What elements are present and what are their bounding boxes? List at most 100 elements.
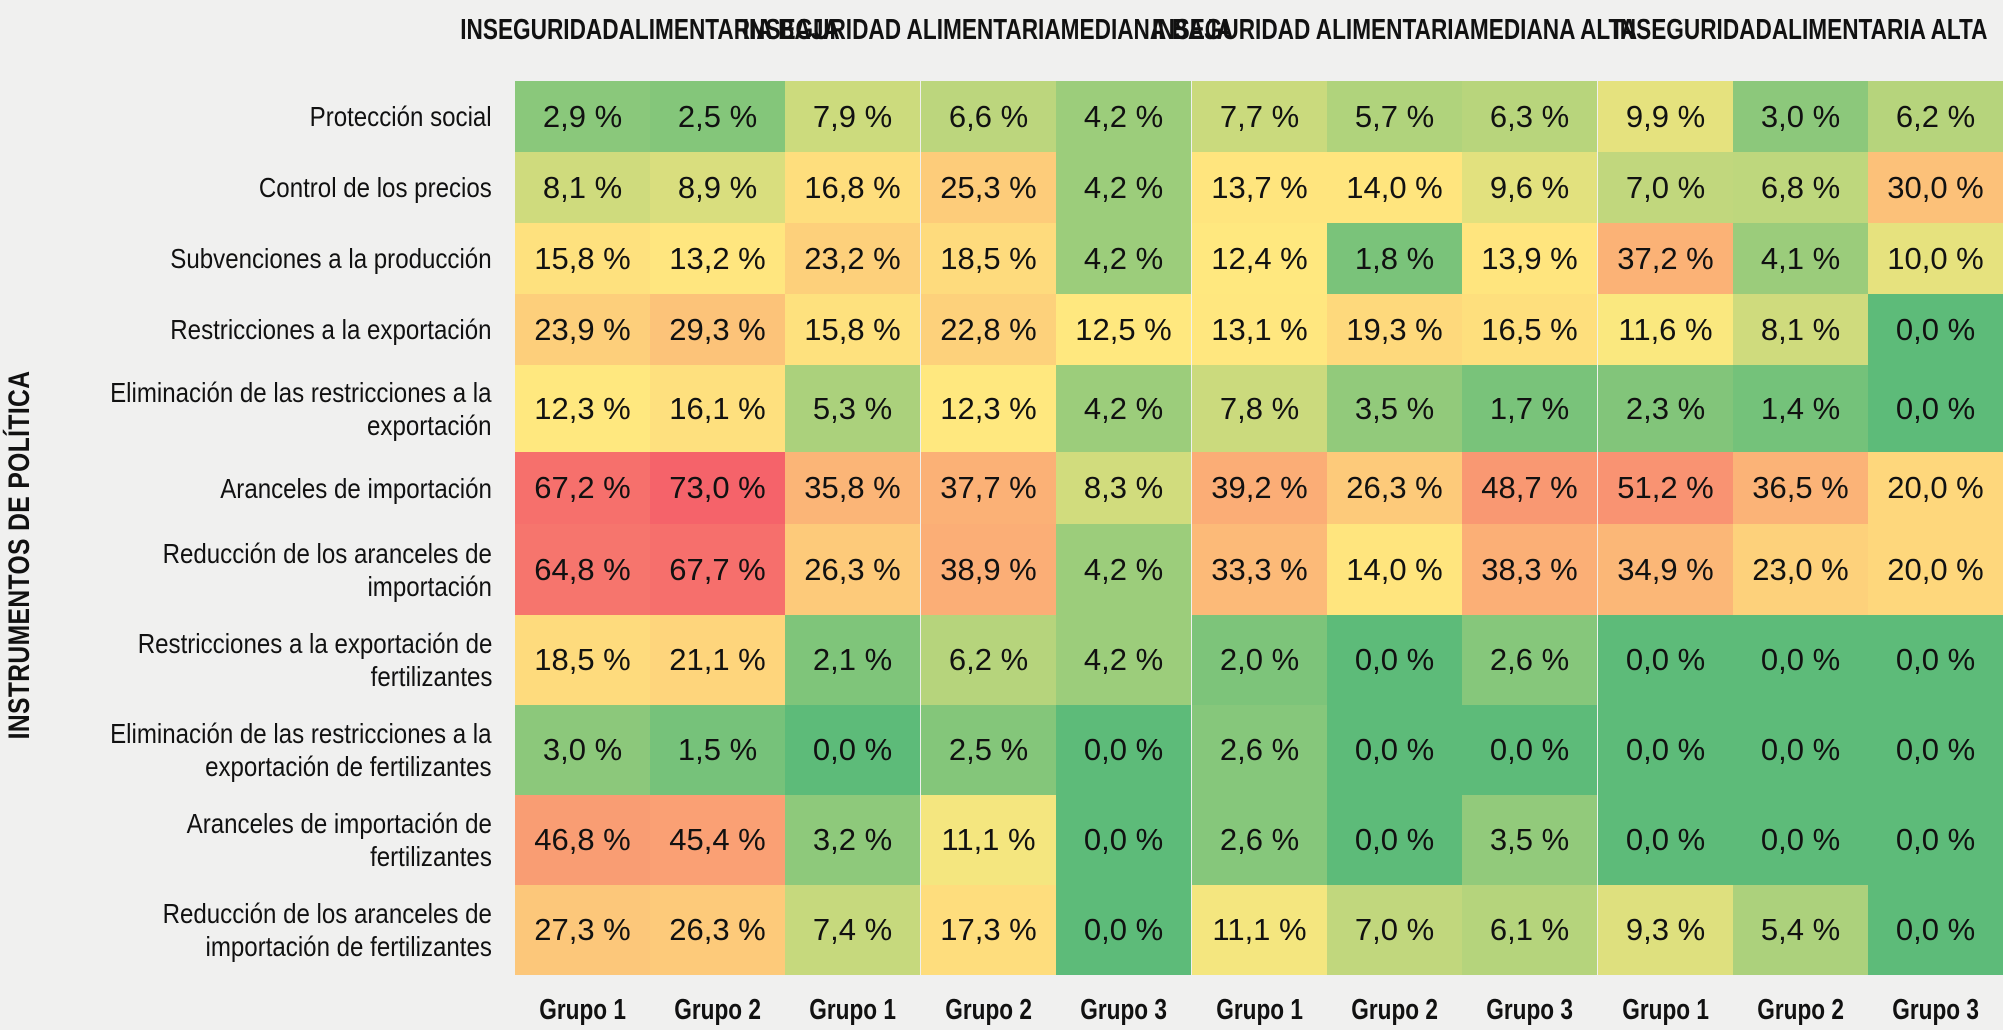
column-label: Grupo 3 xyxy=(1868,990,2003,1030)
cell-value: 2,6 % xyxy=(1219,822,1300,857)
cell-value: 18,5 % xyxy=(940,240,1037,276)
cell-value: 6,2 % xyxy=(948,642,1029,677)
heatmap-cell: 4,2 % xyxy=(1056,152,1191,223)
column-label-text: Grupo 2 xyxy=(945,993,1032,1026)
column-label: Grupo 3 xyxy=(1056,990,1191,1030)
row-label-text: Control de los precios xyxy=(259,172,492,203)
cell-value: 64,8 % xyxy=(534,551,631,587)
cell-value: 0,0 % xyxy=(1625,822,1706,857)
heatmap-cell: 0,0 % xyxy=(1598,795,1733,885)
column-label-text: Grupo 3 xyxy=(1486,993,1573,1026)
column-label-text: Grupo 2 xyxy=(1757,993,1844,1026)
cell-value: 0,0 % xyxy=(1895,390,1976,426)
group-header-line: INSEGURIDAD ALIMENTARIA xyxy=(1151,13,1470,46)
heatmap-cell: 37,7 % xyxy=(921,452,1056,524)
cell-value: 0,0 % xyxy=(1895,912,1976,947)
cell-value: 5,7 % xyxy=(1354,98,1435,134)
heatmap-cell: 1,8 % xyxy=(1327,223,1462,294)
heatmap-cell: 6,6 % xyxy=(921,81,1056,152)
heatmap-cell: 2,6 % xyxy=(1192,795,1327,885)
heatmap-cell: 0,0 % xyxy=(1327,705,1462,795)
row-label: Reducción de los aranceles de importación xyxy=(40,524,492,615)
cell-value: 15,8 % xyxy=(804,311,901,347)
heatmap-cell: 46,8 % xyxy=(515,795,650,885)
y-axis-title: INSTRUMENTOS DE POLÍTICA xyxy=(3,330,37,780)
cell-value: 46,8 % xyxy=(534,822,631,857)
heatmap-cell: 4,2 % xyxy=(1056,223,1191,294)
cell-value: 1,7 % xyxy=(1489,390,1570,426)
cell-value: 6,8 % xyxy=(1760,169,1841,205)
cell-value: 13,1 % xyxy=(1211,311,1308,347)
heatmap-cell: 0,0 % xyxy=(1733,705,1868,795)
group-header-line: MEDIANA BAJA xyxy=(1060,13,1234,46)
heatmap-cell: 0,0 % xyxy=(1733,615,1868,705)
cell-value: 23,0 % xyxy=(1752,551,1849,587)
heatmap-cell: 18,5 % xyxy=(515,615,650,705)
cell-value: 0,0 % xyxy=(1354,732,1435,767)
cell-value: 0,0 % xyxy=(1760,642,1841,677)
cell-value: 0,0 % xyxy=(1625,732,1706,767)
column-label-text: Grupo 1 xyxy=(1216,993,1303,1026)
cell-value: 4,2 % xyxy=(1083,169,1164,205)
heatmap-cell: 6,3 % xyxy=(1462,81,1597,152)
cell-value: 37,2 % xyxy=(1617,240,1714,276)
row-label-text: Aranceles de importación de fertilizantes xyxy=(186,808,492,872)
cell-value: 4,2 % xyxy=(1083,240,1164,276)
cell-value: 26,3 % xyxy=(669,912,766,947)
cell-value: 67,2 % xyxy=(534,470,631,505)
heatmap-cell: 4,2 % xyxy=(1056,524,1191,615)
heatmap-cell: 51,2 % xyxy=(1598,452,1733,524)
cell-value: 4,2 % xyxy=(1083,551,1164,587)
cell-value: 15,8 % xyxy=(534,240,631,276)
heatmap-cell: 2,3 % xyxy=(1598,365,1733,452)
row-label: Restricciones a la exportación xyxy=(40,294,492,365)
heatmap-cell: 48,7 % xyxy=(1462,452,1597,524)
cell-value: 0,0 % xyxy=(1895,822,1976,857)
cell-value: 10,0 % xyxy=(1887,240,1984,276)
heatmap-cell: 7,8 % xyxy=(1192,365,1327,452)
heatmap-cell: 73,0 % xyxy=(650,452,785,524)
heatmap-cell: 4,2 % xyxy=(1056,81,1191,152)
column-label: Grupo 1 xyxy=(515,990,650,1030)
cell-value: 25,3 % xyxy=(940,169,1037,205)
row-label-text: Reducción de los aranceles de importación xyxy=(162,537,492,602)
cell-value: 23,9 % xyxy=(534,311,631,347)
cell-value: 5,3 % xyxy=(812,390,893,426)
heatmap-cell: 9,6 % xyxy=(1462,152,1597,223)
cell-value: 3,0 % xyxy=(1760,98,1841,134)
heatmap-cell: 8,1 % xyxy=(1733,294,1868,365)
heatmap-cell: 7,9 % xyxy=(785,81,920,152)
heatmap-cell: 27,3 % xyxy=(515,885,650,975)
heatmap-cell: 26,3 % xyxy=(1327,452,1462,524)
heatmap-cell: 23,2 % xyxy=(785,223,920,294)
row-label-text: Protección social xyxy=(309,101,492,132)
heatmap-cell: 4,2 % xyxy=(1056,615,1191,705)
cell-value: 13,7 % xyxy=(1211,169,1308,205)
group-header: INSEGURIDAD ALIMENTARIA ALTA xyxy=(1613,0,1987,66)
heatmap-cell: 22,8 % xyxy=(921,294,1056,365)
group-header-line: INSEGURIDAD ALIMENTARIA xyxy=(742,13,1061,46)
heatmap-cell: 26,3 % xyxy=(785,524,920,615)
cell-value: 36,5 % xyxy=(1752,470,1849,505)
heatmap-cell: 0,0 % xyxy=(785,705,920,795)
heatmap-cell: 2,6 % xyxy=(1192,705,1327,795)
cell-value: 14,0 % xyxy=(1346,169,1443,205)
cell-value: 20,0 % xyxy=(1887,470,1984,505)
cell-value: 27,3 % xyxy=(534,912,631,947)
heatmap-cell: 8,9 % xyxy=(650,152,785,223)
cell-value: 21,1 % xyxy=(669,642,766,677)
cell-value: 39,2 % xyxy=(1211,470,1308,505)
cell-value: 13,9 % xyxy=(1481,240,1578,276)
cell-value: 34,9 % xyxy=(1617,551,1714,587)
heatmap-cell: 35,8 % xyxy=(785,452,920,524)
cell-value: 9,9 % xyxy=(1625,98,1706,134)
heatmap-cell: 15,8 % xyxy=(785,294,920,365)
heatmap-cell: 13,2 % xyxy=(650,223,785,294)
heatmap-cell: 8,3 % xyxy=(1056,452,1191,524)
cell-value: 0,0 % xyxy=(1083,822,1164,857)
heatmap-cell: 38,3 % xyxy=(1462,524,1597,615)
heatmap-cell: 4,1 % xyxy=(1733,223,1868,294)
row-label: Eliminación de las restricciones a la exp… xyxy=(40,365,492,452)
cell-value: 2,0 % xyxy=(1219,642,1300,677)
